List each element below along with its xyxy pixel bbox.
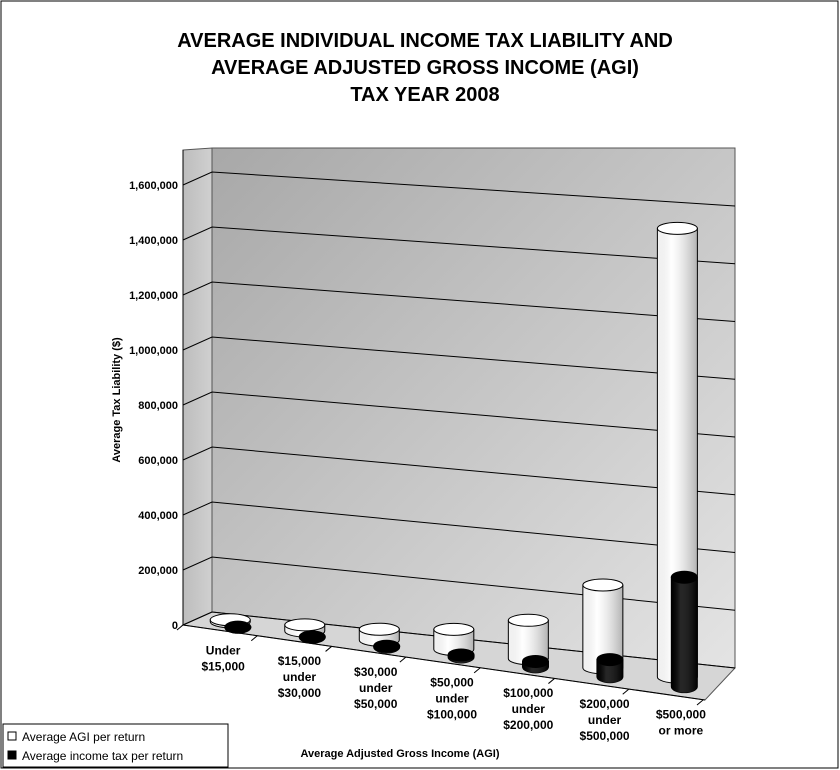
x-tick [473, 667, 481, 674]
side-wall [182, 147, 213, 626]
x-tick-label: $15,000 [201, 659, 245, 673]
x-tick-label: under [283, 670, 317, 684]
legend-label: Average AGI per return [22, 730, 145, 744]
x-tick-label: $100,000 [503, 686, 553, 700]
grid-line [182, 611, 736, 669]
cylinder-top [447, 648, 475, 662]
grid-line [182, 446, 736, 496]
cylinder-shade [582, 584, 623, 674]
cylinder-top [596, 653, 624, 667]
grid-line [182, 391, 736, 438]
cylinder-top [358, 622, 400, 636]
cylinder-shade [657, 228, 698, 684]
cylinder-top [521, 654, 549, 668]
y-tick-label: 200,000 [138, 565, 178, 577]
chart-title: AVERAGE INDIVIDUAL INCOME TAX LIABILITY … [177, 30, 673, 52]
x-tick [250, 635, 258, 642]
y-tick-label: 1,000,000 [129, 345, 178, 357]
legend-swatch [7, 731, 17, 741]
x-tick [696, 699, 704, 706]
grid-line [182, 336, 736, 380]
y-tick-label: 600,000 [138, 455, 178, 467]
legend [2, 723, 229, 768]
chart-title: AVERAGE ADJUSTED GROSS INCOME (AGI) [211, 57, 639, 79]
x-tick [399, 656, 407, 663]
x-tick-label: $30,000 [354, 665, 398, 679]
x-tick [622, 688, 630, 695]
y-tick-label: 1,200,000 [129, 290, 178, 302]
x-tick-label: under [359, 681, 393, 695]
y-axis-title: Average Tax Liability ($) [111, 337, 123, 463]
cylinder-top [507, 613, 549, 627]
x-tick-label: under [588, 713, 622, 727]
x-tick-label: $100,000 [427, 708, 477, 722]
cylinder-top [373, 639, 401, 653]
x-tick-label: $500,000 [656, 708, 706, 722]
legend-label: Average income tax per return [22, 749, 183, 763]
x-tick-label: $200,000 [503, 718, 553, 732]
x-tick-label: or more [659, 724, 704, 738]
cylinder-top [298, 630, 326, 644]
x-tick-label: $50,000 [430, 676, 474, 690]
x-tick-label: $500,000 [580, 729, 630, 743]
x-tick-label: under [512, 702, 546, 716]
grid-line [182, 226, 736, 265]
cylinder-top [582, 578, 624, 592]
grid-line [182, 171, 736, 207]
x-tick-label: $200,000 [580, 697, 630, 711]
y-tick-label: 800,000 [138, 400, 178, 412]
cylinder-top [284, 618, 326, 632]
y-tick-label: 1,600,000 [129, 180, 178, 192]
cylinder-shade [671, 577, 698, 693]
legend-swatch [7, 750, 17, 760]
cylinder-shade [596, 659, 623, 683]
cylinder-top [656, 221, 698, 235]
cylinder-top [224, 620, 252, 634]
cylinder-top [433, 622, 475, 636]
y-tick-label: 0 [172, 620, 178, 632]
x-tick-label: Under [206, 643, 241, 657]
grid-line [182, 281, 736, 322]
x-axis-title: Average Adjusted Gross Income (AGI) [300, 748, 499, 760]
y-tick-label: 1,400,000 [129, 235, 178, 247]
x-tick-label: $30,000 [278, 686, 322, 700]
grid-line [182, 501, 736, 553]
x-tick [325, 646, 332, 652]
x-tick-label: $15,000 [278, 654, 322, 668]
x-tick [176, 624, 184, 631]
back-wall [211, 147, 736, 669]
cylinder-top [670, 570, 698, 584]
grid-line [182, 556, 736, 611]
y-tick-label: 400,000 [138, 510, 178, 522]
chart-title: TAX YEAR 2008 [350, 84, 499, 106]
cylinder-shade [508, 620, 549, 665]
x-tick-label: under [435, 692, 469, 706]
x-tick [548, 678, 555, 684]
x-tick-label: $50,000 [354, 697, 398, 711]
x-axis-line [182, 624, 706, 701]
